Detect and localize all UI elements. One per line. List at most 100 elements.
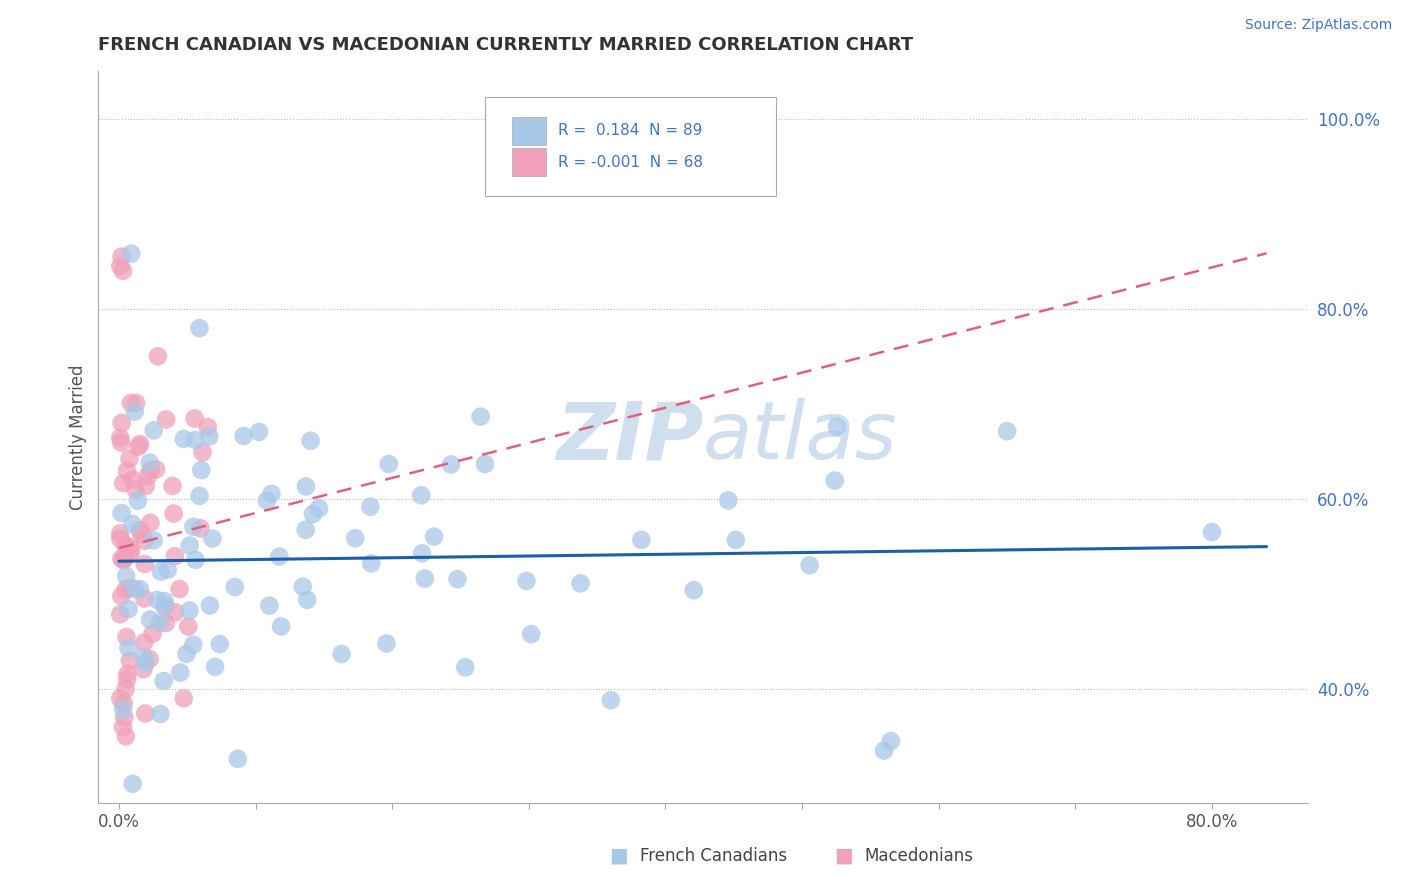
Point: [135, 479, 157, 493]
Point: [183, 519, 205, 533]
Point: [188, 489, 211, 503]
Point: [190, 521, 212, 535]
Point: [110, 435, 132, 450]
Point: [198, 599, 221, 613]
Point: [474, 457, 496, 471]
Point: [232, 429, 254, 443]
Point: [269, 549, 291, 564]
Point: [111, 506, 134, 520]
Point: [111, 720, 134, 734]
Point: [173, 432, 195, 446]
Point: [142, 626, 165, 640]
Point: [191, 445, 214, 459]
Point: [446, 572, 468, 586]
Point: [110, 532, 132, 546]
Point: [114, 729, 136, 743]
Point: [112, 696, 135, 710]
Point: [824, 474, 846, 488]
Point: [153, 594, 176, 608]
Point: [117, 640, 139, 655]
Point: [124, 582, 146, 596]
Point: [270, 619, 292, 633]
Point: [173, 691, 195, 706]
Point: [188, 321, 211, 335]
Point: [120, 547, 142, 561]
Point: [138, 652, 160, 666]
Bar: [512, 148, 546, 176]
Point: [569, 576, 592, 591]
Point: [717, 493, 740, 508]
Point: [880, 734, 903, 748]
Text: atlas: atlas: [703, 398, 898, 476]
Point: [111, 264, 134, 278]
Point: [136, 469, 159, 483]
Point: [155, 599, 177, 614]
Point: [138, 456, 160, 470]
Point: [169, 665, 191, 680]
Point: [995, 424, 1018, 438]
Point: [224, 580, 246, 594]
Point: [183, 411, 205, 425]
Point: [411, 488, 433, 502]
Point: [520, 627, 543, 641]
Text: ▪: ▪: [609, 842, 628, 871]
Text: ▪: ▪: [834, 842, 853, 871]
Point: [260, 487, 283, 501]
Point: [125, 396, 148, 410]
Point: [115, 569, 138, 583]
Point: [201, 532, 224, 546]
Point: [630, 533, 652, 547]
Point: [134, 591, 156, 606]
Point: [599, 693, 621, 707]
Point: [120, 542, 142, 557]
Text: ZIP: ZIP: [555, 398, 703, 476]
Point: [111, 250, 134, 264]
Point: [117, 667, 139, 681]
Point: [156, 563, 179, 577]
Bar: [512, 117, 546, 145]
Point: [184, 433, 207, 447]
Text: R = -0.001  N = 68: R = -0.001 N = 68: [558, 154, 703, 169]
Point: [294, 523, 316, 537]
Point: [799, 558, 821, 573]
Point: [825, 419, 848, 434]
Point: [139, 516, 162, 530]
Point: [142, 424, 165, 438]
Point: [139, 463, 162, 477]
Point: [153, 599, 176, 614]
Point: [120, 396, 142, 410]
Point: [470, 409, 492, 424]
Point: [110, 691, 132, 706]
Point: [360, 557, 382, 571]
Point: [114, 582, 136, 597]
Point: [127, 440, 149, 454]
Point: [162, 479, 184, 493]
FancyBboxPatch shape: [485, 97, 776, 195]
Point: [146, 349, 169, 363]
Point: [226, 752, 249, 766]
Point: [378, 457, 401, 471]
Point: [139, 613, 162, 627]
Point: [149, 565, 172, 579]
Point: [135, 656, 157, 670]
Point: [121, 516, 143, 531]
Point: [112, 710, 135, 724]
Text: Macedonians: Macedonians: [865, 847, 974, 865]
Point: [115, 673, 138, 687]
Point: [115, 630, 138, 644]
Point: [297, 592, 319, 607]
Point: [1201, 524, 1223, 539]
Text: FRENCH CANADIAN VS MACEDONIAN CURRENTLY MARRIED CORRELATION CHART: FRENCH CANADIAN VS MACEDONIAN CURRENTLY …: [98, 36, 914, 54]
Point: [515, 574, 537, 588]
Point: [302, 507, 325, 521]
Point: [440, 458, 463, 472]
Point: [114, 539, 136, 553]
Point: [114, 681, 136, 696]
Point: [110, 526, 132, 541]
Point: [873, 743, 896, 757]
Point: [112, 552, 135, 566]
Point: [117, 540, 139, 554]
Point: [110, 551, 132, 566]
Point: [411, 546, 433, 560]
Point: [208, 637, 231, 651]
